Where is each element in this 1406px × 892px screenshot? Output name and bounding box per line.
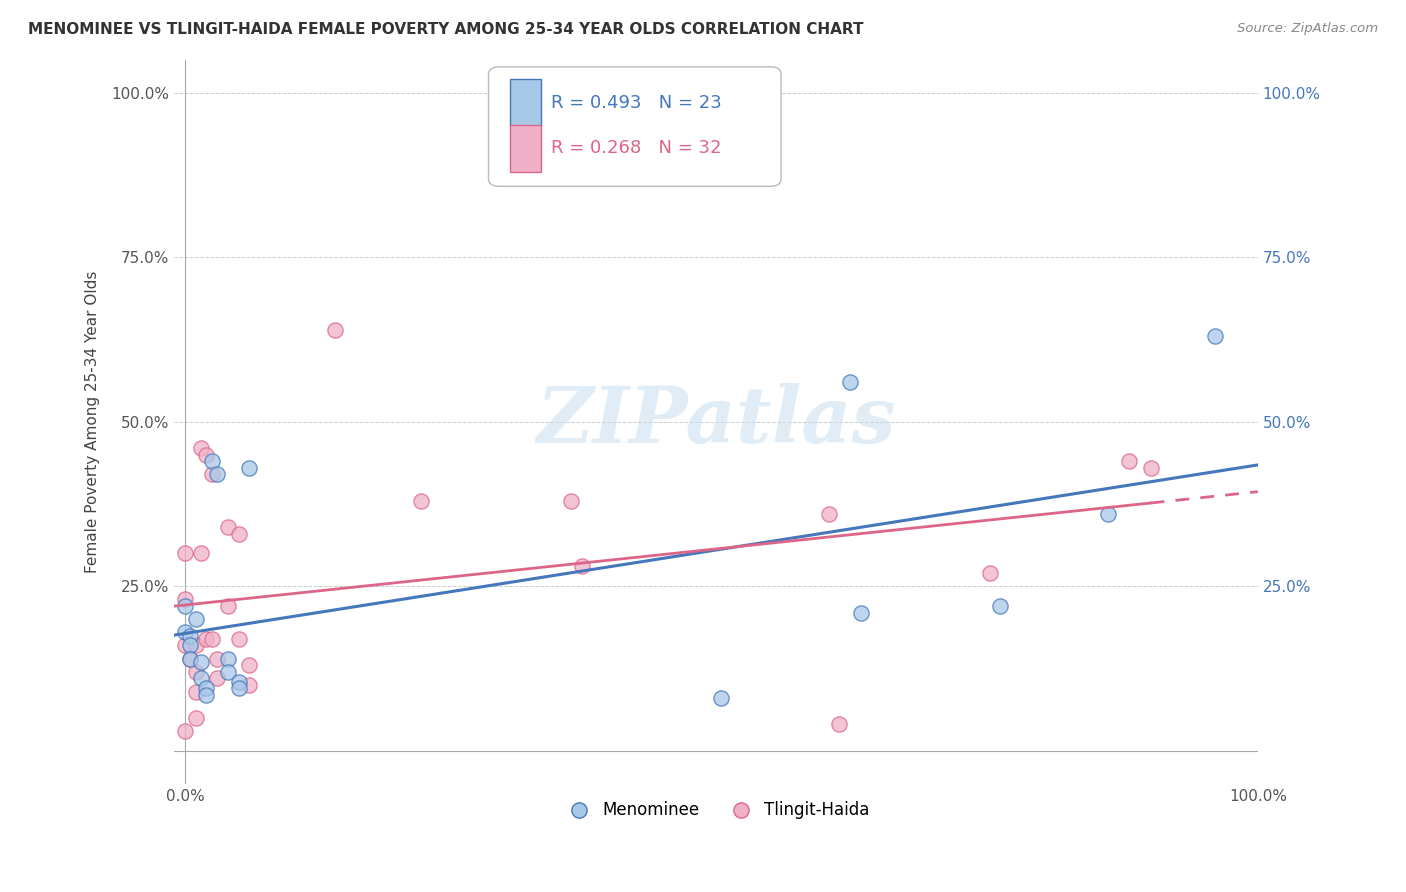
Point [205, 672, 228, 686]
Point [190, 672, 212, 686]
Point [184, 711, 207, 725]
Point [201, 467, 224, 482]
Point [184, 639, 207, 653]
FancyBboxPatch shape [510, 79, 540, 127]
Point [839, 375, 862, 389]
Point [238, 678, 260, 692]
Point [1204, 329, 1226, 343]
Point [228, 681, 250, 696]
Point [174, 625, 197, 640]
FancyBboxPatch shape [488, 67, 782, 186]
Point [988, 599, 1011, 613]
Point [195, 681, 218, 696]
Point [228, 632, 250, 646]
Point [174, 724, 197, 739]
Text: ZIPatlas: ZIPatlas [536, 384, 896, 460]
Point [205, 467, 228, 482]
Point [195, 632, 218, 646]
Point [190, 655, 212, 669]
Point [323, 322, 346, 336]
Point [710, 691, 733, 706]
Text: MENOMINEE VS TLINGIT-HAIDA FEMALE POVERTY AMONG 25-34 YEAR OLDS CORRELATION CHAR: MENOMINEE VS TLINGIT-HAIDA FEMALE POVERT… [28, 22, 863, 37]
Point [1097, 507, 1119, 521]
Point [238, 658, 260, 673]
Point [409, 493, 432, 508]
Point [184, 612, 207, 626]
Point [849, 606, 872, 620]
Point [217, 599, 239, 613]
Point [560, 493, 582, 508]
Point [195, 448, 218, 462]
Point [190, 441, 212, 455]
Point [179, 629, 201, 643]
Point [174, 599, 197, 613]
Point [228, 674, 250, 689]
Point [174, 592, 197, 607]
Point [571, 559, 593, 574]
Point [184, 665, 207, 679]
Point [205, 651, 228, 665]
Point [217, 520, 239, 534]
Point [201, 454, 224, 468]
Text: Source: ZipAtlas.com: Source: ZipAtlas.com [1237, 22, 1378, 36]
Point [174, 546, 197, 560]
Point [828, 717, 851, 731]
Text: R = 0.268   N = 32: R = 0.268 N = 32 [551, 139, 721, 157]
Point [217, 665, 239, 679]
Point [179, 651, 201, 665]
Point [238, 460, 260, 475]
Point [190, 546, 212, 560]
Point [179, 639, 201, 653]
Point [228, 526, 250, 541]
Point [184, 684, 207, 698]
Point [979, 566, 1001, 580]
Legend: Menominee, Tlingit-Haida: Menominee, Tlingit-Haida [555, 795, 876, 826]
Text: R = 0.493   N = 23: R = 0.493 N = 23 [551, 95, 723, 112]
Point [201, 632, 224, 646]
Point [1139, 460, 1161, 475]
Point [1118, 454, 1140, 468]
Y-axis label: Female Poverty Among 25-34 Year Olds: Female Poverty Among 25-34 Year Olds [86, 270, 100, 573]
Point [817, 507, 839, 521]
FancyBboxPatch shape [510, 125, 540, 172]
Point [217, 651, 239, 665]
Point [195, 688, 218, 702]
Point [174, 639, 197, 653]
Point [179, 651, 201, 665]
